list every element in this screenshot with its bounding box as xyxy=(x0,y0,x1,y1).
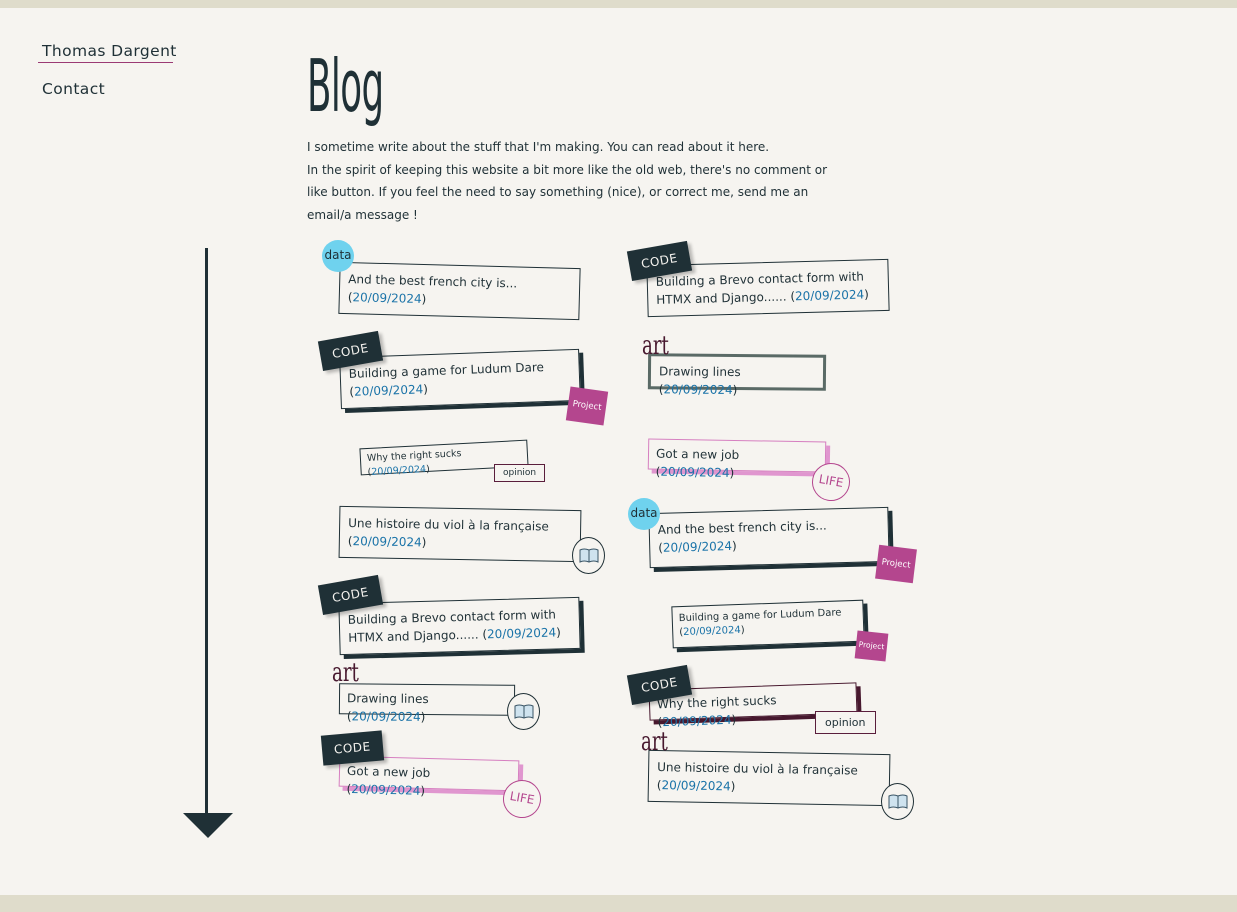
tag-project[interactable]: Project xyxy=(565,386,609,426)
post-title: Drawing lines xyxy=(658,364,741,380)
post-date-link[interactable]: 20/09/2024 xyxy=(794,287,865,304)
book-icon[interactable] xyxy=(572,537,605,574)
post-date-link[interactable]: 20/09/2024 xyxy=(682,624,741,638)
tag-data[interactable]: data xyxy=(628,498,660,530)
post-date-link[interactable]: 20/09/2024 xyxy=(351,781,421,798)
tag-project[interactable]: Project xyxy=(854,630,889,662)
tag-art[interactable]: art xyxy=(641,727,668,757)
tag-project[interactable]: Project xyxy=(875,544,917,584)
book-icon[interactable] xyxy=(507,693,540,730)
post-card[interactable]: Drawing lines (20/09/2024) xyxy=(338,683,516,724)
post-title: And the best french city is... xyxy=(348,272,518,291)
post-card[interactable]: Building a game for Ludum Dare (20/09/202… xyxy=(671,599,865,649)
tag-opinion[interactable]: opinion xyxy=(494,464,546,482)
nav-active-underline xyxy=(38,62,173,63)
timeline-line xyxy=(205,248,208,818)
tag-art[interactable]: art xyxy=(642,331,669,361)
bottom-bar xyxy=(0,895,1237,912)
post-title: Une histoire du viol à la française xyxy=(348,516,549,534)
post-date-link[interactable]: 20/09/2024 xyxy=(660,464,730,480)
book-icon[interactable] xyxy=(881,783,914,820)
post-date-link[interactable]: 20/09/2024 xyxy=(371,463,427,478)
timeline-arrow-icon xyxy=(183,813,233,838)
tag-code[interactable]: CODE xyxy=(320,730,384,766)
post-title: Got a new job xyxy=(346,763,431,781)
tag-data[interactable]: data xyxy=(322,240,354,272)
post-date-link[interactable]: 20/09/2024 xyxy=(353,382,424,399)
post-card[interactable]: Une histoire du viol à la française (20/0… xyxy=(338,505,582,563)
tag-art[interactable]: art xyxy=(332,658,359,688)
post-date-link[interactable]: 20/09/2024 xyxy=(351,709,421,724)
post-title: Building a game for Ludum Dare xyxy=(348,360,545,381)
post-date-link[interactable]: 20/09/2024 xyxy=(662,712,732,730)
post-card[interactable]: Une histoire du viol à la française (20/0… xyxy=(647,749,891,807)
post-date-link[interactable]: 20/09/2024 xyxy=(661,778,731,794)
post-title: Got a new job xyxy=(655,446,740,463)
tag-opinion[interactable]: opinion xyxy=(815,711,876,734)
post-title: Drawing lines xyxy=(346,691,429,707)
post-title: Une histoire du viol à la française xyxy=(657,760,858,778)
post-title: Why the right sucks xyxy=(366,448,462,465)
post-date-link[interactable]: 20/09/2024 xyxy=(662,538,733,555)
intro-text: I sometime write about the stuff that I'… xyxy=(307,136,837,226)
post-date-link[interactable]: 20/09/2024 xyxy=(663,382,733,397)
intro-line-2: In the spirit of keeping this website a … xyxy=(307,162,828,222)
post-title: Building a game for Ludum Dare xyxy=(678,607,842,625)
page-title: Blog xyxy=(307,44,384,128)
post-date-link[interactable]: 20/09/2024 xyxy=(352,290,422,307)
nav-contact-link[interactable]: Contact xyxy=(42,80,106,98)
intro-line-1: I sometime write about the stuff that I'… xyxy=(307,140,770,154)
post-card[interactable]: And the best french city is... (20/09/202… xyxy=(648,506,890,569)
post-card[interactable]: And the best french city is... (20/09/202… xyxy=(338,261,581,321)
post-date-link[interactable]: 20/09/2024 xyxy=(352,534,422,550)
post-date-link[interactable]: 20/09/2024 xyxy=(486,625,557,642)
post-card[interactable]: Drawing lines (20/09/2024) xyxy=(647,353,827,397)
post-title: And the best french city is... xyxy=(657,518,827,537)
nav-home-link[interactable]: Thomas Dargent xyxy=(42,42,177,60)
post-card[interactable]: Got a new job (20/09/2024) xyxy=(647,438,827,480)
top-bar xyxy=(0,0,1237,8)
